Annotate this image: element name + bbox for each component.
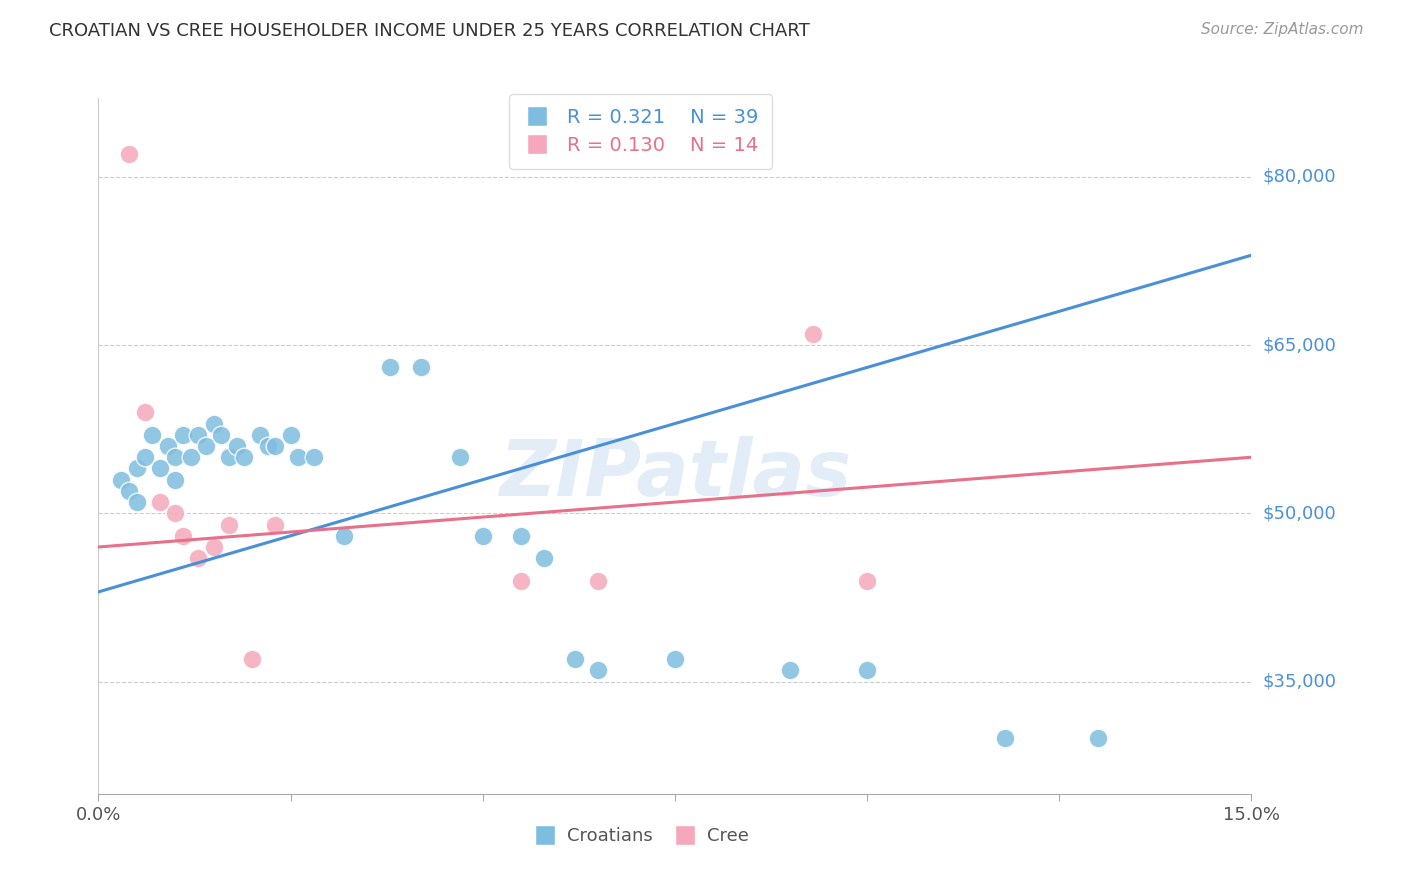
Point — [180, 450, 202, 465]
Point — [287, 450, 309, 465]
Point — [586, 574, 609, 588]
Point — [218, 517, 240, 532]
Point — [202, 540, 225, 554]
Point — [165, 506, 187, 520]
Text: $50,000: $50,000 — [1263, 504, 1336, 523]
Point — [380, 360, 402, 375]
Point — [118, 483, 141, 498]
Point — [510, 574, 533, 588]
Point — [172, 529, 194, 543]
Point — [280, 427, 302, 442]
Point — [1087, 731, 1109, 745]
Point — [233, 450, 256, 465]
Text: Source: ZipAtlas.com: Source: ZipAtlas.com — [1201, 22, 1364, 37]
Point — [510, 529, 533, 543]
Point — [202, 417, 225, 431]
Point — [449, 450, 471, 465]
Point — [302, 450, 325, 465]
Point — [856, 664, 879, 678]
Point — [118, 147, 141, 161]
Point — [994, 731, 1017, 745]
Point — [856, 574, 879, 588]
Point — [125, 495, 148, 509]
Legend: Croatians, Cree: Croatians, Cree — [522, 818, 758, 855]
Point — [141, 427, 163, 442]
Point — [256, 439, 278, 453]
Point — [264, 439, 287, 453]
Point — [195, 439, 218, 453]
Point — [110, 473, 132, 487]
Point — [471, 529, 494, 543]
Point — [779, 664, 801, 678]
Point — [240, 652, 263, 666]
Point — [187, 427, 209, 442]
Text: $80,000: $80,000 — [1263, 168, 1336, 186]
Text: CROATIAN VS CREE HOUSEHOLDER INCOME UNDER 25 YEARS CORRELATION CHART: CROATIAN VS CREE HOUSEHOLDER INCOME UNDE… — [49, 22, 810, 40]
Point — [125, 461, 148, 475]
Point — [165, 473, 187, 487]
Text: ZIPatlas: ZIPatlas — [499, 436, 851, 512]
Text: $35,000: $35,000 — [1263, 673, 1337, 690]
Point — [134, 405, 156, 419]
Point — [172, 427, 194, 442]
Point — [249, 427, 271, 442]
Point — [264, 517, 287, 532]
Point — [149, 461, 172, 475]
Point — [149, 495, 172, 509]
Point — [225, 439, 247, 453]
Point — [134, 450, 156, 465]
Point — [209, 427, 232, 442]
Point — [218, 450, 240, 465]
Point — [187, 551, 209, 566]
Point — [533, 551, 555, 566]
Point — [411, 360, 433, 375]
Point — [564, 652, 586, 666]
Point — [156, 439, 179, 453]
Point — [664, 652, 686, 666]
Point — [801, 326, 824, 341]
Point — [333, 529, 356, 543]
Point — [165, 450, 187, 465]
Point — [586, 664, 609, 678]
Text: $65,000: $65,000 — [1263, 336, 1336, 354]
